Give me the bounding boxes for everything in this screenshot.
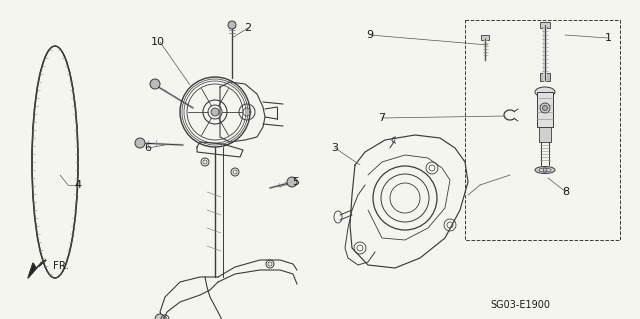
Circle shape: [135, 138, 145, 148]
Circle shape: [211, 108, 219, 116]
Text: 1: 1: [605, 33, 611, 43]
Circle shape: [228, 21, 236, 29]
Text: 3: 3: [332, 143, 339, 153]
Bar: [481, 35, 489, 40]
Ellipse shape: [535, 167, 555, 174]
Polygon shape: [28, 260, 46, 278]
Text: FR.: FR.: [53, 261, 69, 271]
Text: 4: 4: [74, 180, 81, 190]
Circle shape: [150, 79, 160, 89]
Circle shape: [543, 106, 547, 110]
Text: 2: 2: [244, 23, 252, 33]
Circle shape: [155, 314, 165, 319]
Bar: [539, 127, 551, 142]
Ellipse shape: [535, 87, 555, 97]
Text: 7: 7: [378, 113, 385, 123]
Bar: [465, 20, 620, 240]
Bar: [537, 92, 553, 127]
Circle shape: [543, 168, 547, 172]
Text: 5: 5: [292, 177, 300, 187]
Ellipse shape: [539, 168, 551, 172]
Text: 6: 6: [145, 143, 152, 153]
Text: SG03-E1900: SG03-E1900: [490, 300, 550, 310]
Bar: [540, 73, 550, 81]
Text: 10: 10: [151, 37, 165, 47]
Bar: [540, 22, 550, 28]
Text: 8: 8: [563, 187, 570, 197]
Circle shape: [287, 177, 297, 187]
Circle shape: [540, 103, 550, 113]
Text: 9: 9: [367, 30, 374, 40]
